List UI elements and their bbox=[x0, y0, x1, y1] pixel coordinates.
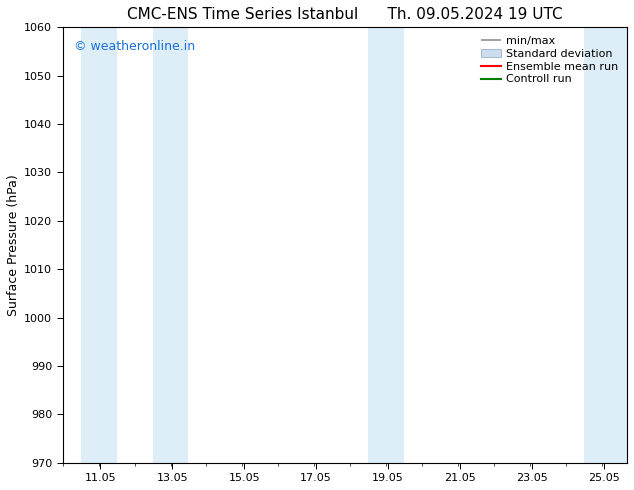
Text: © weatheronline.in: © weatheronline.in bbox=[74, 40, 195, 53]
Bar bbox=[368, 27, 404, 463]
Bar bbox=[81, 27, 117, 463]
Title: CMC-ENS Time Series Istanbul      Th. 09.05.2024 19 UTC: CMC-ENS Time Series Istanbul Th. 09.05.2… bbox=[127, 7, 562, 22]
Legend: min/max, Standard deviation, Ensemble mean run, Controll run: min/max, Standard deviation, Ensemble me… bbox=[478, 33, 621, 88]
Bar bbox=[153, 27, 188, 463]
Bar bbox=[584, 27, 627, 463]
Y-axis label: Surface Pressure (hPa): Surface Pressure (hPa) bbox=[7, 174, 20, 316]
